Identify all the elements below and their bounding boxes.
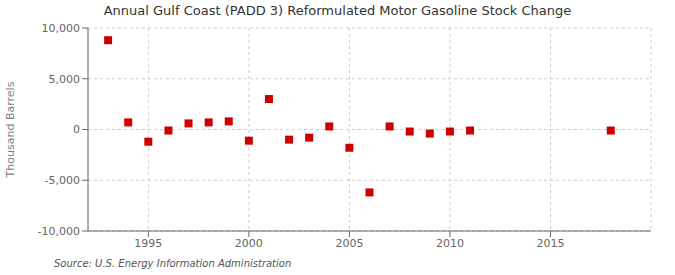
html-text:Source: U.S. Energy Informatio: Source: U.S. Energy Information Administ… (54, 258, 292, 269)
svg-text:2015: 2015 (536, 237, 564, 250)
svg-text:2005: 2005 (335, 237, 363, 250)
svg-text:0: 0 (73, 123, 80, 136)
svg-text:2010: 2010 (436, 237, 464, 250)
svg-text:-5,000: -5,000 (45, 174, 80, 187)
svg-text:2000: 2000 (235, 237, 263, 250)
svg-text:10,000: 10,000 (42, 22, 81, 35)
svg-text:5,000: 5,000 (49, 73, 81, 86)
svg-text:1995: 1995 (134, 237, 162, 250)
svg-text:-10,000: -10,000 (38, 225, 80, 238)
html-text:Annual Gulf Coast (PADD 3) Ref: Annual Gulf Coast (PADD 3) Reformulated … (103, 3, 572, 18)
svg-text:Thousand Barrels: Thousand Barrels (8, 81, 17, 178)
